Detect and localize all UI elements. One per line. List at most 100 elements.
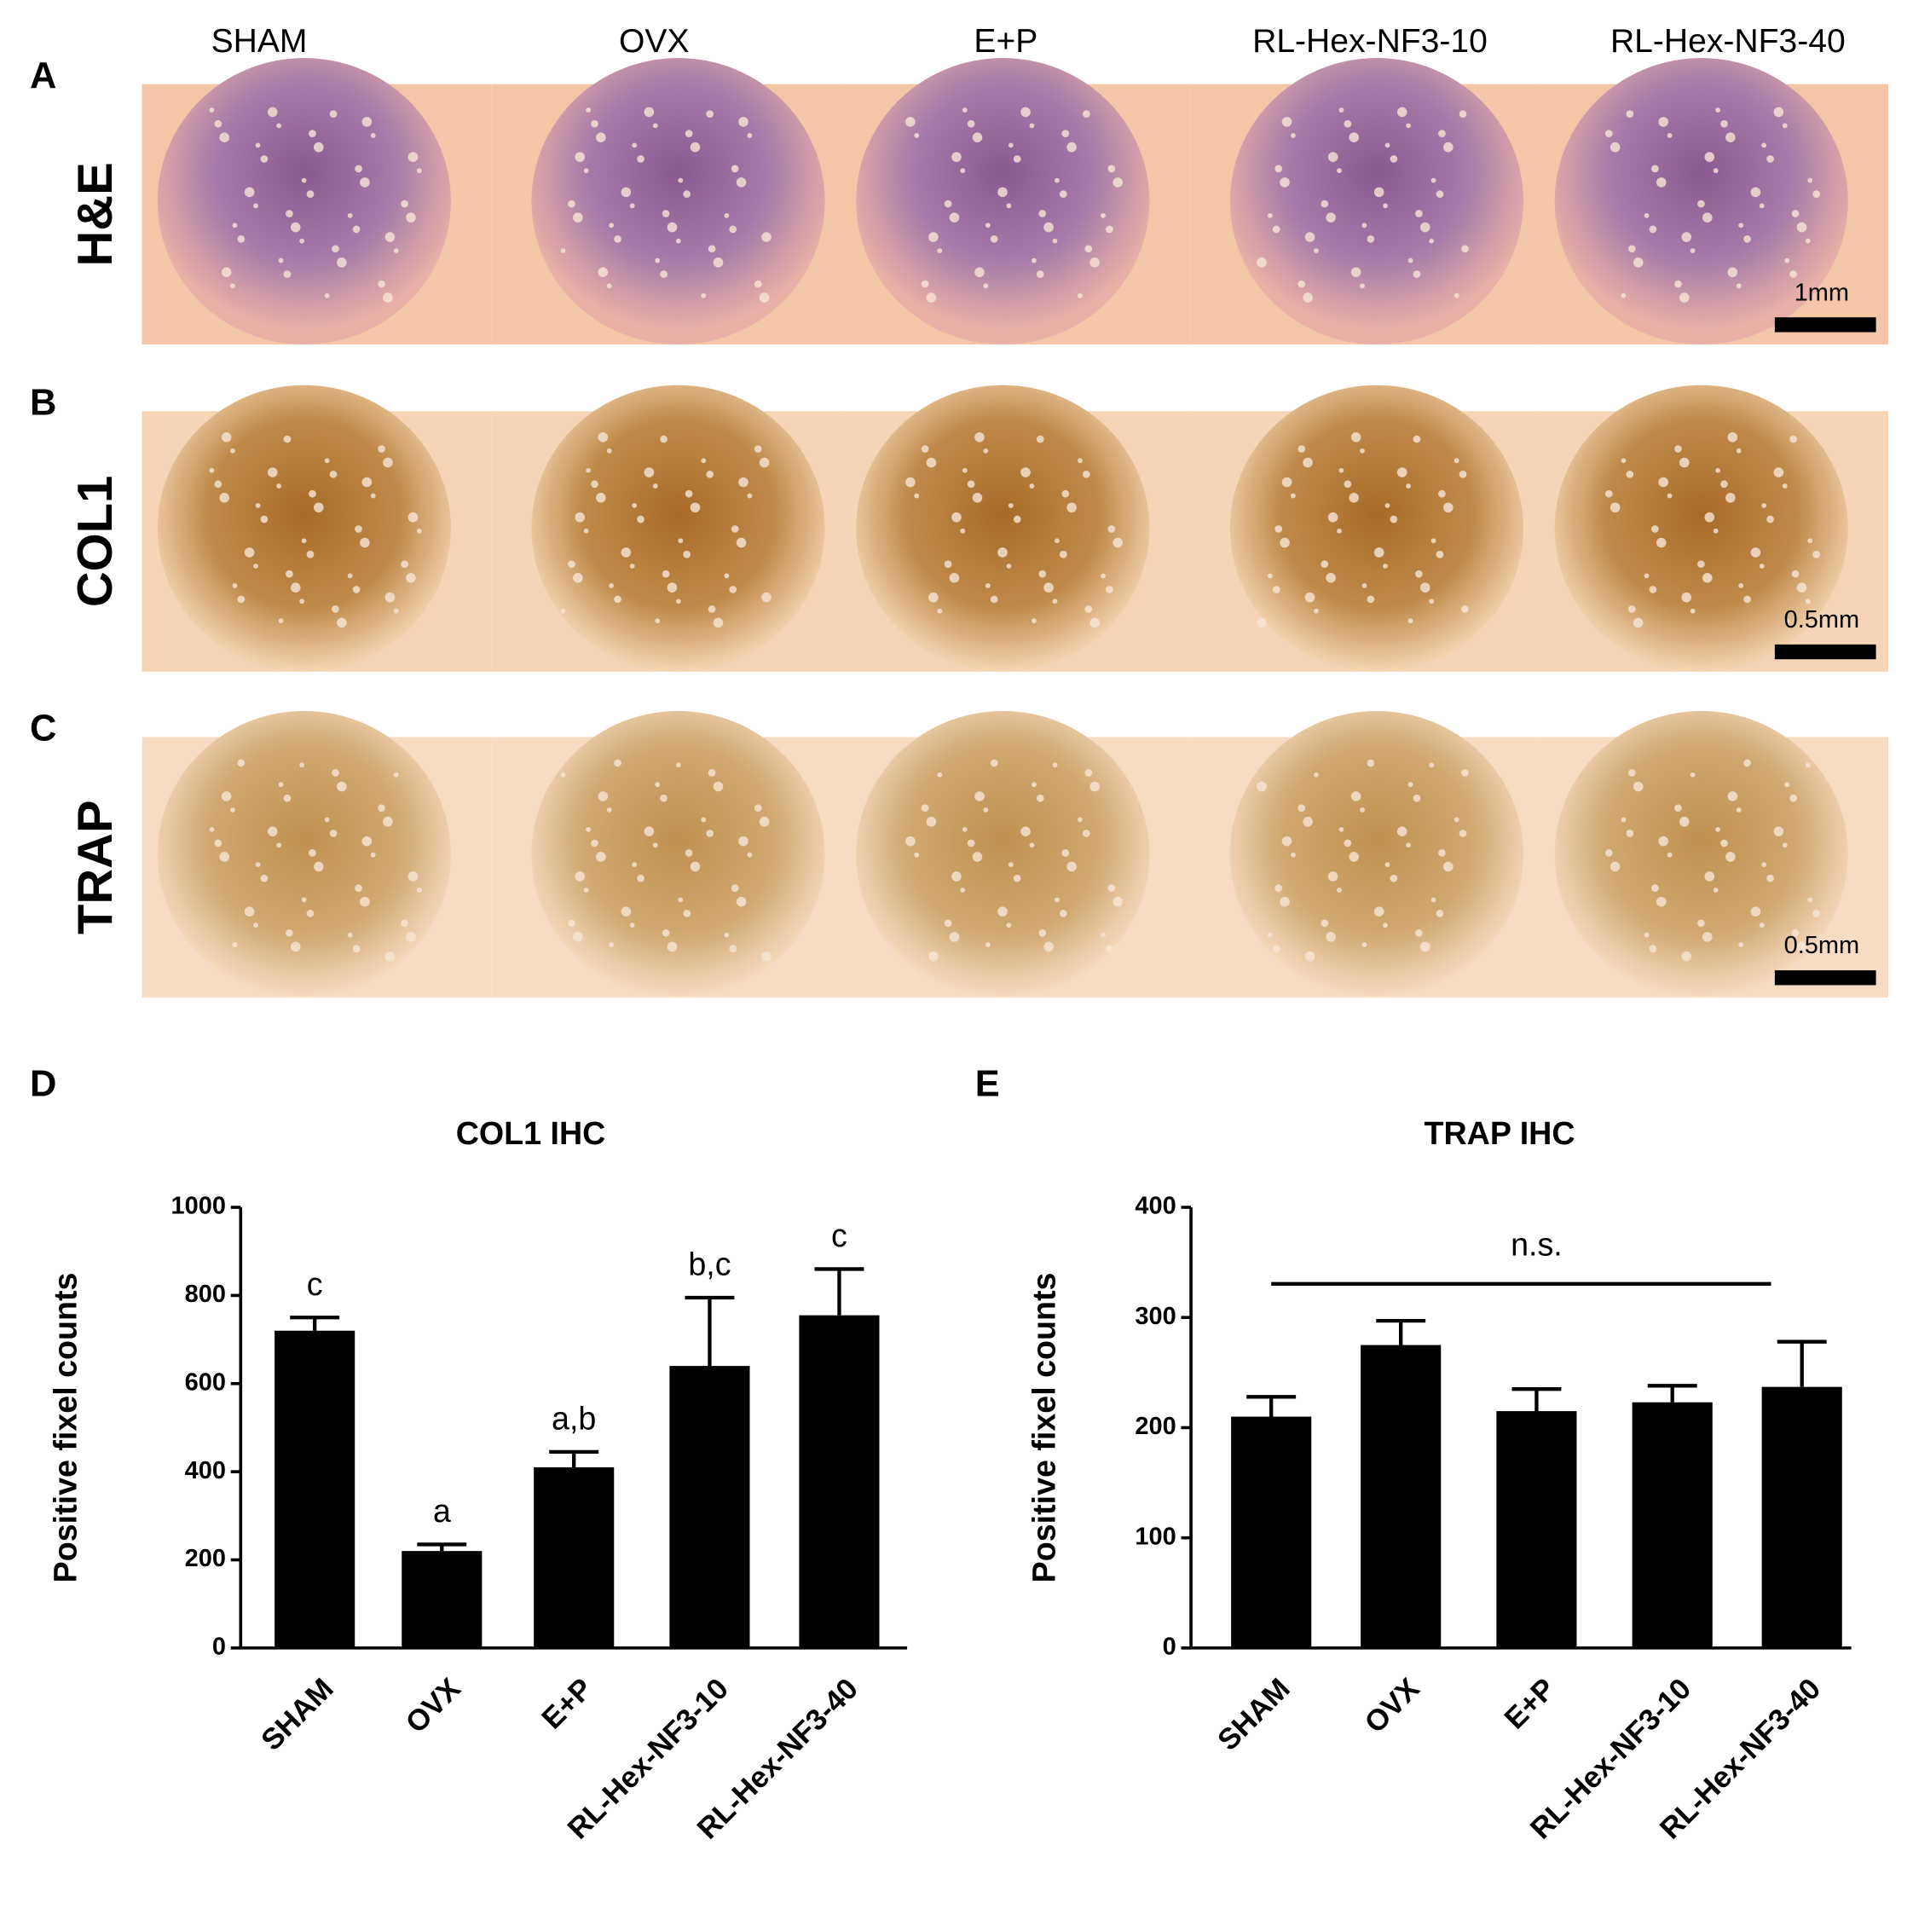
marrow-space [1013,874,1021,882]
marrow-space [1697,919,1705,928]
marrow-space [407,512,419,523]
marrow-space [1610,861,1621,872]
marrow-space [232,942,238,947]
marrow-space [1338,107,1344,113]
marrow-space [972,493,983,503]
marrow-space [1419,582,1430,593]
marrow-space [219,852,229,862]
marrow-space [1101,932,1106,938]
marrow-space [738,117,748,127]
marrow-space [1384,503,1390,508]
marrow-space [406,572,416,583]
marrow-space [944,200,952,208]
marrow-space [1337,528,1342,534]
marrow-space [1066,142,1077,153]
marrow-space [747,133,753,138]
marrow-space [1020,107,1031,118]
marrow-space [1291,133,1296,138]
marrow-space [591,839,598,847]
significance-label: c [831,1218,847,1253]
marrow-space [1443,502,1454,513]
marrow-space [754,445,762,453]
marrow-space [1107,165,1116,173]
marrow-space [383,816,393,827]
marrow-space [914,493,920,499]
marrow-space [267,826,278,836]
marrow-space [678,897,684,903]
marrow-space [314,142,324,153]
marrow-space [1430,538,1436,544]
marrow-space [1604,130,1613,137]
marrow-space [1633,781,1644,792]
marrow-space [960,528,966,534]
marrow-space [337,617,347,628]
marrow-space [1406,123,1411,129]
significance-label: c [307,1266,323,1302]
marrow-space [1078,292,1083,298]
marrow-space [1681,952,1692,962]
marrow-space [708,605,716,613]
marrow-space [1297,280,1306,288]
marrow-space [960,888,966,893]
marrow-space [1773,467,1784,477]
marrow-space [1773,826,1784,836]
marrow-space [690,502,701,513]
marrow-space [1702,572,1713,583]
marrow-space [675,238,681,244]
column-header: RL-Hex-NF3-40 [1610,23,1846,60]
marrow-space [983,448,989,454]
marrow-space [214,480,223,489]
marrow-space [724,212,730,218]
marrow-space [1679,816,1690,827]
marrow-space [1373,547,1384,558]
x-tick-label: E+P [536,1673,599,1736]
marrow-space [1430,177,1436,183]
marrow-space [1429,762,1435,768]
marrow-space [1667,493,1673,499]
marrow-space [1651,525,1659,533]
significance-label: a [433,1493,451,1529]
marrow-space [1020,467,1031,477]
marrow-space [1059,550,1067,558]
marrow-space [1303,457,1313,468]
marrow-space [606,448,612,454]
marrow-space [324,458,330,464]
marrow-space [985,583,991,588]
y-tick-label: 100 [1135,1523,1176,1550]
marrow-space [1367,595,1375,604]
marrow-space [632,862,638,868]
marrow-space [1029,842,1035,848]
marrow-space [393,608,399,614]
panel-letter: C [30,709,56,749]
marrow-space [731,884,739,892]
marrow-space [1113,177,1124,188]
marrow-space [324,292,330,298]
marrow-space [1454,817,1459,823]
marrow-space [1390,874,1398,882]
marrow-space [926,816,937,827]
marrow-space [1626,830,1634,837]
marrow-space [596,493,606,503]
marrow-space [401,560,408,569]
marrow-space [621,547,632,558]
marrow-space [324,817,330,823]
marrow-space [1274,165,1283,173]
marrow-space [568,919,575,928]
marrow-space [609,223,615,228]
marrow-space [997,547,1008,558]
marrow-space [361,477,373,488]
marrow-space [586,467,591,473]
marrow-space [290,941,301,952]
marrow-space [951,871,962,882]
x-tick-label: E+P [1499,1673,1562,1736]
marrow-space [575,871,586,882]
marrow-space [299,762,305,768]
significance-label: b,c [688,1247,731,1282]
marrow-space [1658,836,1668,847]
marrow-space [662,570,670,578]
marrow-space [660,435,668,443]
bar [1632,1402,1713,1648]
marrow-space [244,547,255,558]
marrow-space [416,168,422,174]
marrow-space [949,212,960,223]
